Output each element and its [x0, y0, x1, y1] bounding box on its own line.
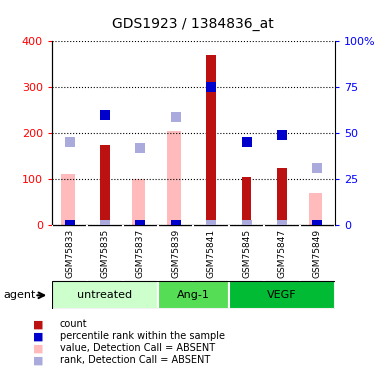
Text: GSM75849: GSM75849	[313, 228, 322, 278]
Text: count: count	[60, 320, 87, 329]
Point	[243, 140, 249, 146]
Point	[137, 222, 144, 228]
Point	[137, 145, 144, 151]
Text: Ang-1: Ang-1	[177, 290, 210, 300]
Bar	[61, 174, 75, 225]
Bar	[132, 179, 146, 225]
Text: GSM75847: GSM75847	[277, 228, 286, 278]
Bar	[158, 281, 229, 309]
Text: GSM75837: GSM75837	[136, 228, 145, 278]
Text: GSM75839: GSM75839	[171, 228, 180, 278]
Bar	[241, 177, 251, 225]
Bar	[100, 145, 110, 225]
Bar	[52, 281, 158, 309]
Text: ■: ■	[33, 344, 44, 353]
Text: untreated: untreated	[77, 290, 132, 300]
Point	[208, 84, 214, 90]
Text: ■: ■	[33, 356, 44, 365]
Point	[173, 222, 179, 228]
Bar	[309, 193, 322, 225]
Text: GSM75845: GSM75845	[242, 228, 251, 278]
Text: agent: agent	[4, 290, 36, 300]
Text: percentile rank within the sample: percentile rank within the sample	[60, 332, 225, 341]
Point	[67, 140, 73, 146]
Bar	[167, 131, 181, 225]
Text: VEGF: VEGF	[267, 290, 297, 300]
Text: GSM75833: GSM75833	[65, 228, 74, 278]
Bar	[229, 281, 335, 309]
Text: rank, Detection Call = ABSENT: rank, Detection Call = ABSENT	[60, 356, 210, 365]
Point	[173, 114, 179, 120]
Text: GSM75835: GSM75835	[100, 228, 110, 278]
Point	[314, 165, 320, 171]
Text: ■: ■	[33, 332, 44, 341]
Text: ■: ■	[33, 320, 44, 329]
Text: GDS1923 / 1384836_at: GDS1923 / 1384836_at	[112, 17, 273, 32]
Bar	[206, 55, 216, 225]
Point	[279, 132, 285, 138]
Text: GSM75841: GSM75841	[207, 228, 216, 278]
Text: value, Detection Call = ABSENT: value, Detection Call = ABSENT	[60, 344, 215, 353]
Point	[243, 222, 249, 228]
Point	[208, 222, 214, 228]
Point	[102, 222, 108, 228]
Point	[279, 222, 285, 228]
Bar	[277, 168, 287, 225]
Point	[314, 222, 320, 228]
Point	[102, 112, 108, 118]
Point	[67, 222, 73, 228]
